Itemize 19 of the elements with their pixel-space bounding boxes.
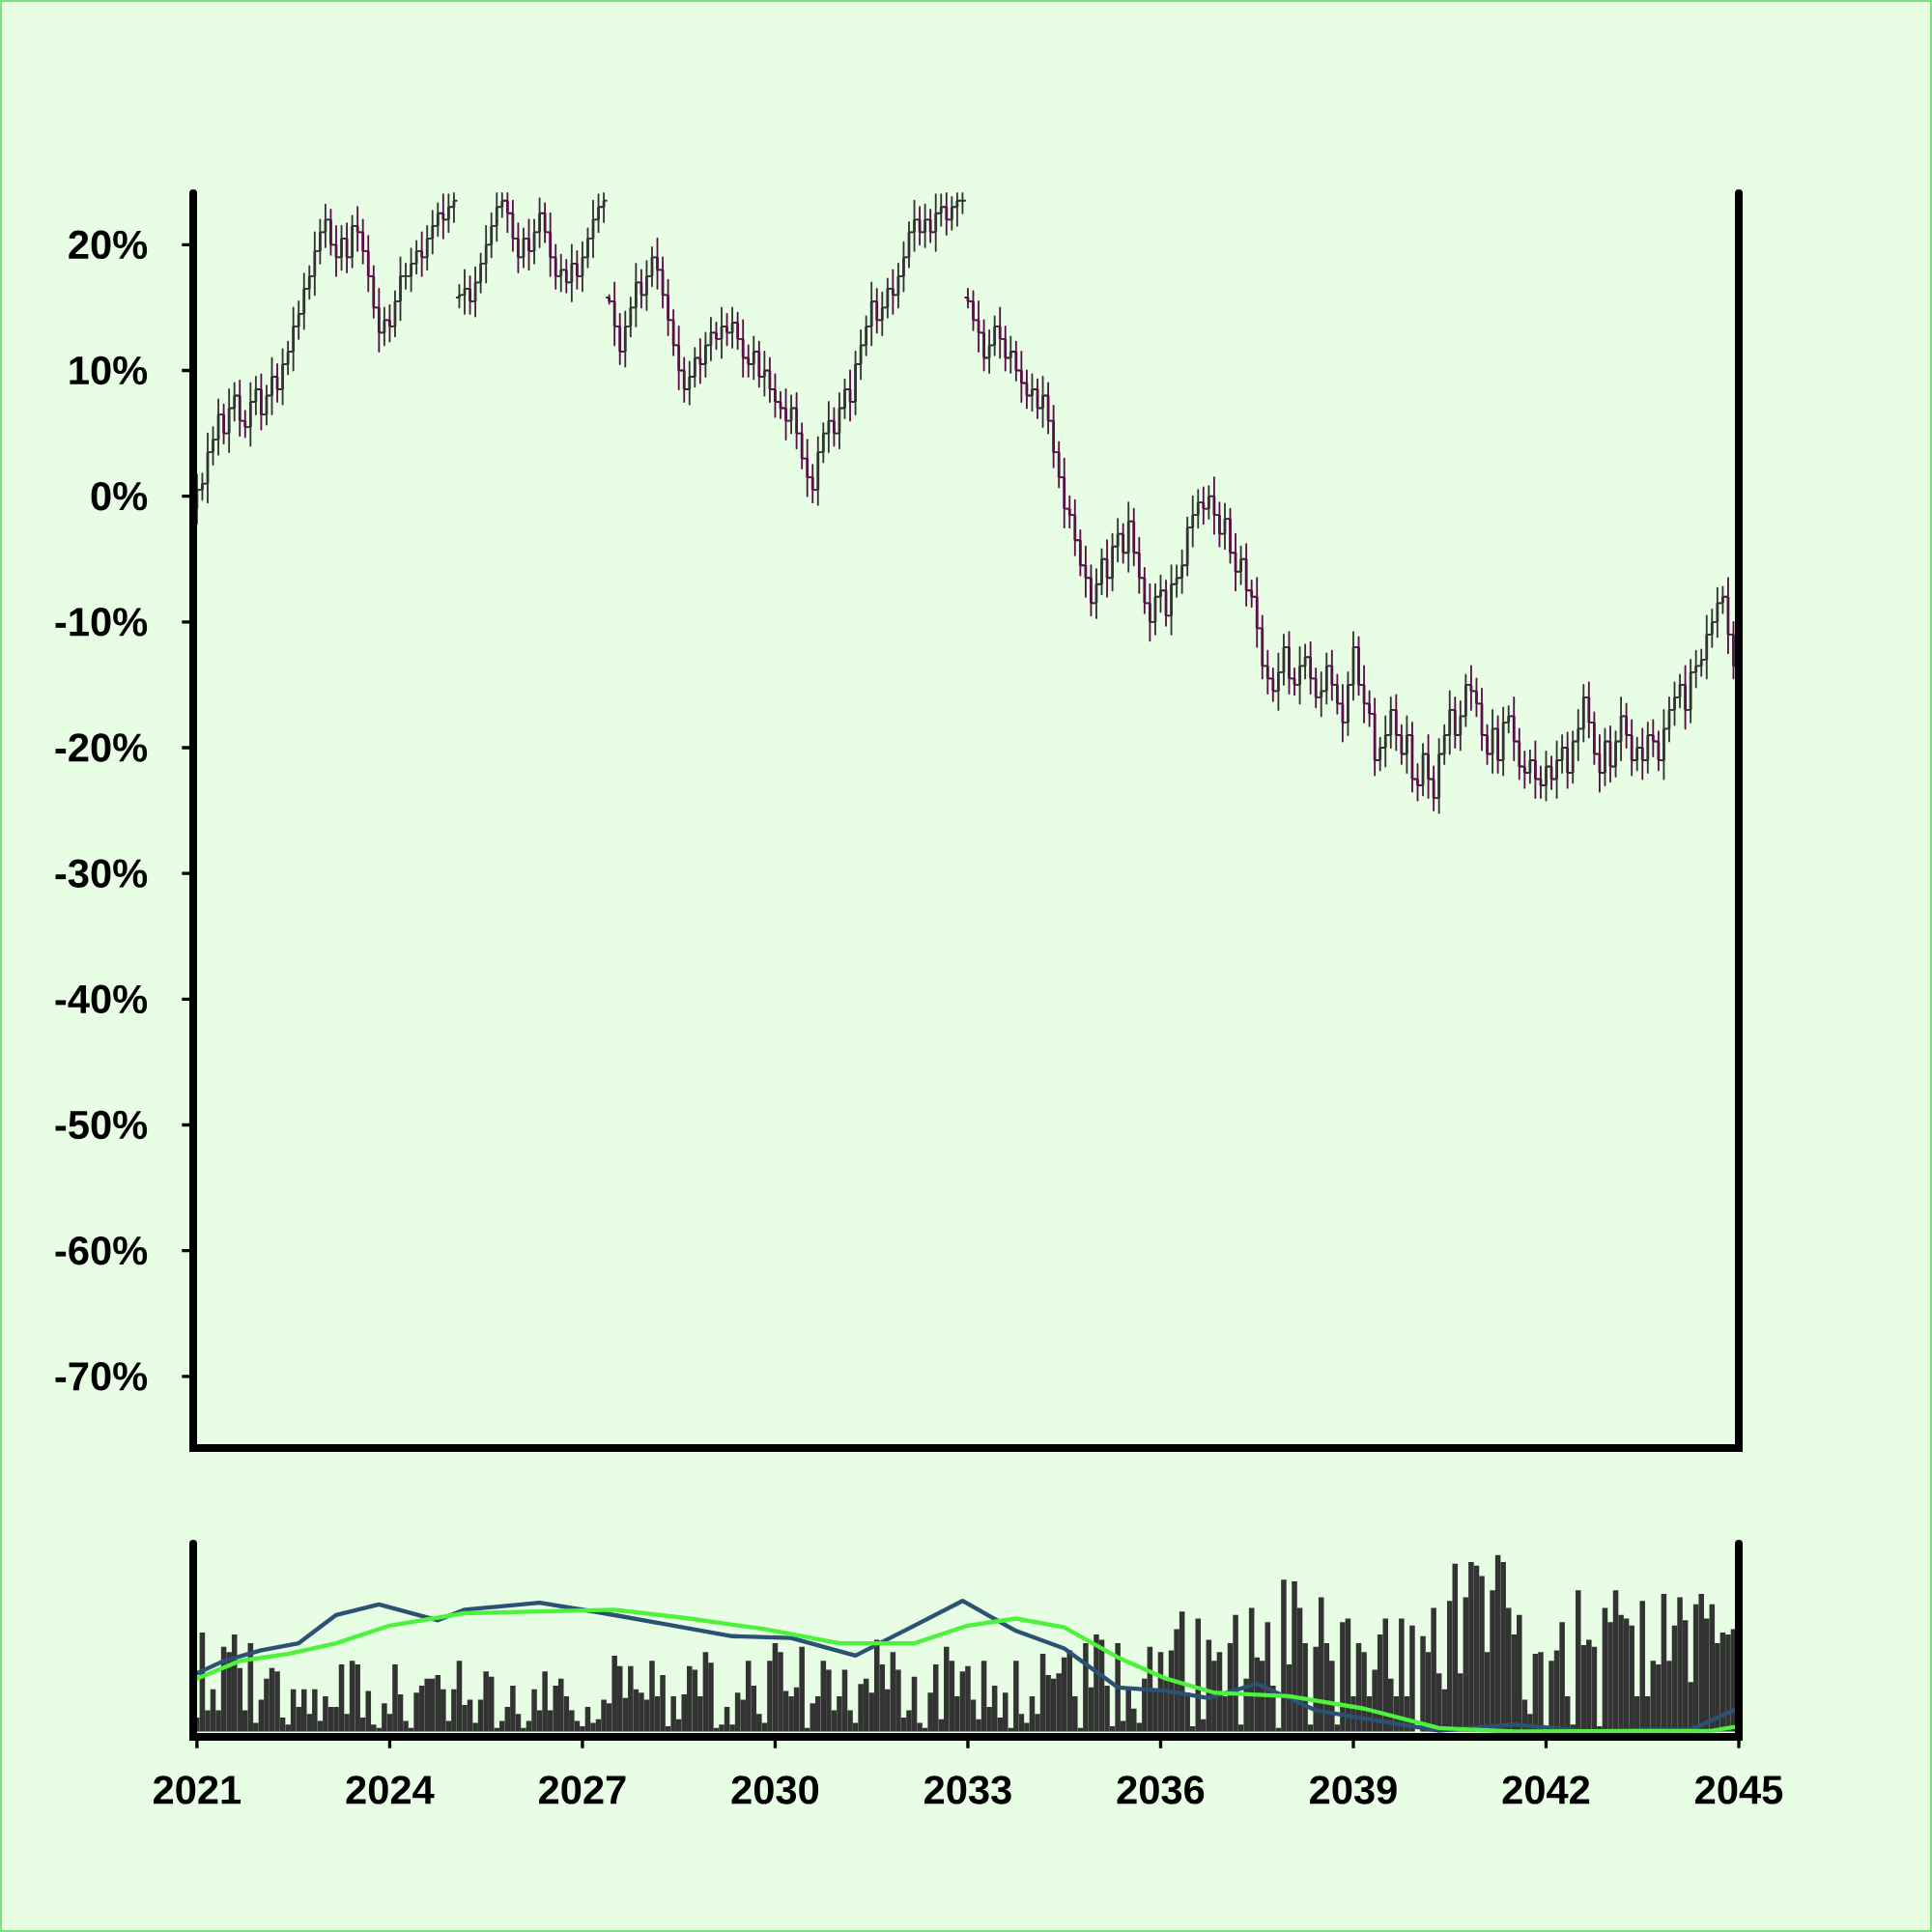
x-tick-label: 2021 [154, 1776, 242, 1804]
x-tick-label: 2030 [731, 1776, 819, 1804]
x-tick-label: 2027 [539, 1776, 626, 1804]
x-tick-label: 2045 [1695, 1776, 1783, 1804]
y-tick-label: -30% [55, 859, 148, 888]
y-tick-label: -70% [55, 1362, 148, 1391]
y-tick-label: -60% [55, 1236, 148, 1265]
x-tick-label: 2033 [924, 1776, 1011, 1804]
y-tick-label: -10% [55, 608, 148, 637]
y-tick-label: 10% [70, 355, 148, 385]
y-tick-label: 0% [91, 481, 148, 511]
x-tick-label: 2042 [1502, 1776, 1590, 1804]
x-tick-label: 2036 [1117, 1776, 1205, 1804]
y-tick-label: -50% [55, 1110, 148, 1140]
y-tick-label: -40% [55, 984, 148, 1014]
y-tick-label: 20% [69, 230, 148, 260]
x-tick-label: 2039 [1310, 1776, 1397, 1804]
x-tick-label: 2024 [346, 1776, 435, 1804]
y-tick-label: -20% [55, 733, 148, 762]
